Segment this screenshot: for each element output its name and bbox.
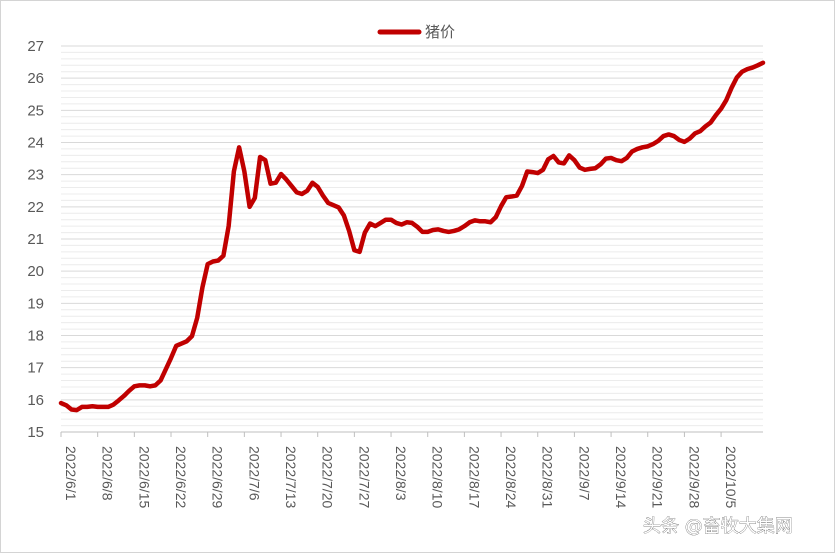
x-tick-label: 2022/7/6 <box>246 446 262 501</box>
x-tick-label: 2022/7/27 <box>356 446 372 508</box>
y-tick-label: 16 <box>27 392 44 409</box>
y-tick-label: 21 <box>27 231 44 248</box>
x-tick-label: 2022/8/3 <box>393 446 409 501</box>
x-tick-label: 2022/10/5 <box>723 446 739 508</box>
x-tick-label: 2022/6/8 <box>100 446 116 501</box>
legend-label: 猪价 <box>425 23 455 41</box>
series-line-猪价 <box>58 60 766 413</box>
watermark: 头条 @畜牧大集网 <box>643 516 793 537</box>
x-tick-label: 2022/9/7 <box>576 446 592 501</box>
series-layer <box>58 60 766 413</box>
y-tick-label: 19 <box>27 295 44 312</box>
x-tick-label: 2022/8/17 <box>466 446 482 508</box>
y-tick-label: 20 <box>27 263 44 280</box>
y-tick-label: 24 <box>27 135 44 152</box>
x-tick-label: 2022/7/20 <box>320 446 336 508</box>
y-tick-label: 27 <box>27 38 44 55</box>
y-tick-label: 18 <box>27 328 44 345</box>
x-tick-label: 2022/7/13 <box>283 446 299 508</box>
y-tick-label: 26 <box>27 70 44 87</box>
y-tick-label: 25 <box>27 102 44 119</box>
y-tick-label: 17 <box>27 360 44 377</box>
y-tick-label: 15 <box>27 424 44 441</box>
gridlines <box>61 45 763 433</box>
y-tick-label: 23 <box>27 167 44 184</box>
x-tick-label: 2022/9/28 <box>686 446 702 508</box>
y-axis-tick-labels: 15 16 17 18 19 20 21 22 23 24 25 26 27 <box>27 38 44 441</box>
x-tick-label: 2022/6/22 <box>173 446 189 508</box>
x-tick-label: 2022/6/1 <box>63 446 79 501</box>
x-tick-label: 2022/9/21 <box>650 446 666 508</box>
x-tick-label: 2022/8/31 <box>540 446 556 508</box>
x-tick-label: 2022/6/29 <box>210 446 226 508</box>
x-tick-label: 2022/8/24 <box>503 446 519 508</box>
x-axis-tick-labels: 2022/6/1 2022/6/8 2022/6/15 2022/6/22 2022/6… <box>63 446 739 508</box>
legend: 猪价 <box>377 23 455 41</box>
y-tick-label: 22 <box>27 199 44 216</box>
x-tick-label: 2022/6/15 <box>136 446 152 508</box>
x-tick-label: 2022/8/10 <box>430 446 446 508</box>
x-tick-label: 2022/9/14 <box>613 446 629 508</box>
x-axis-tick-marks <box>60 432 722 437</box>
